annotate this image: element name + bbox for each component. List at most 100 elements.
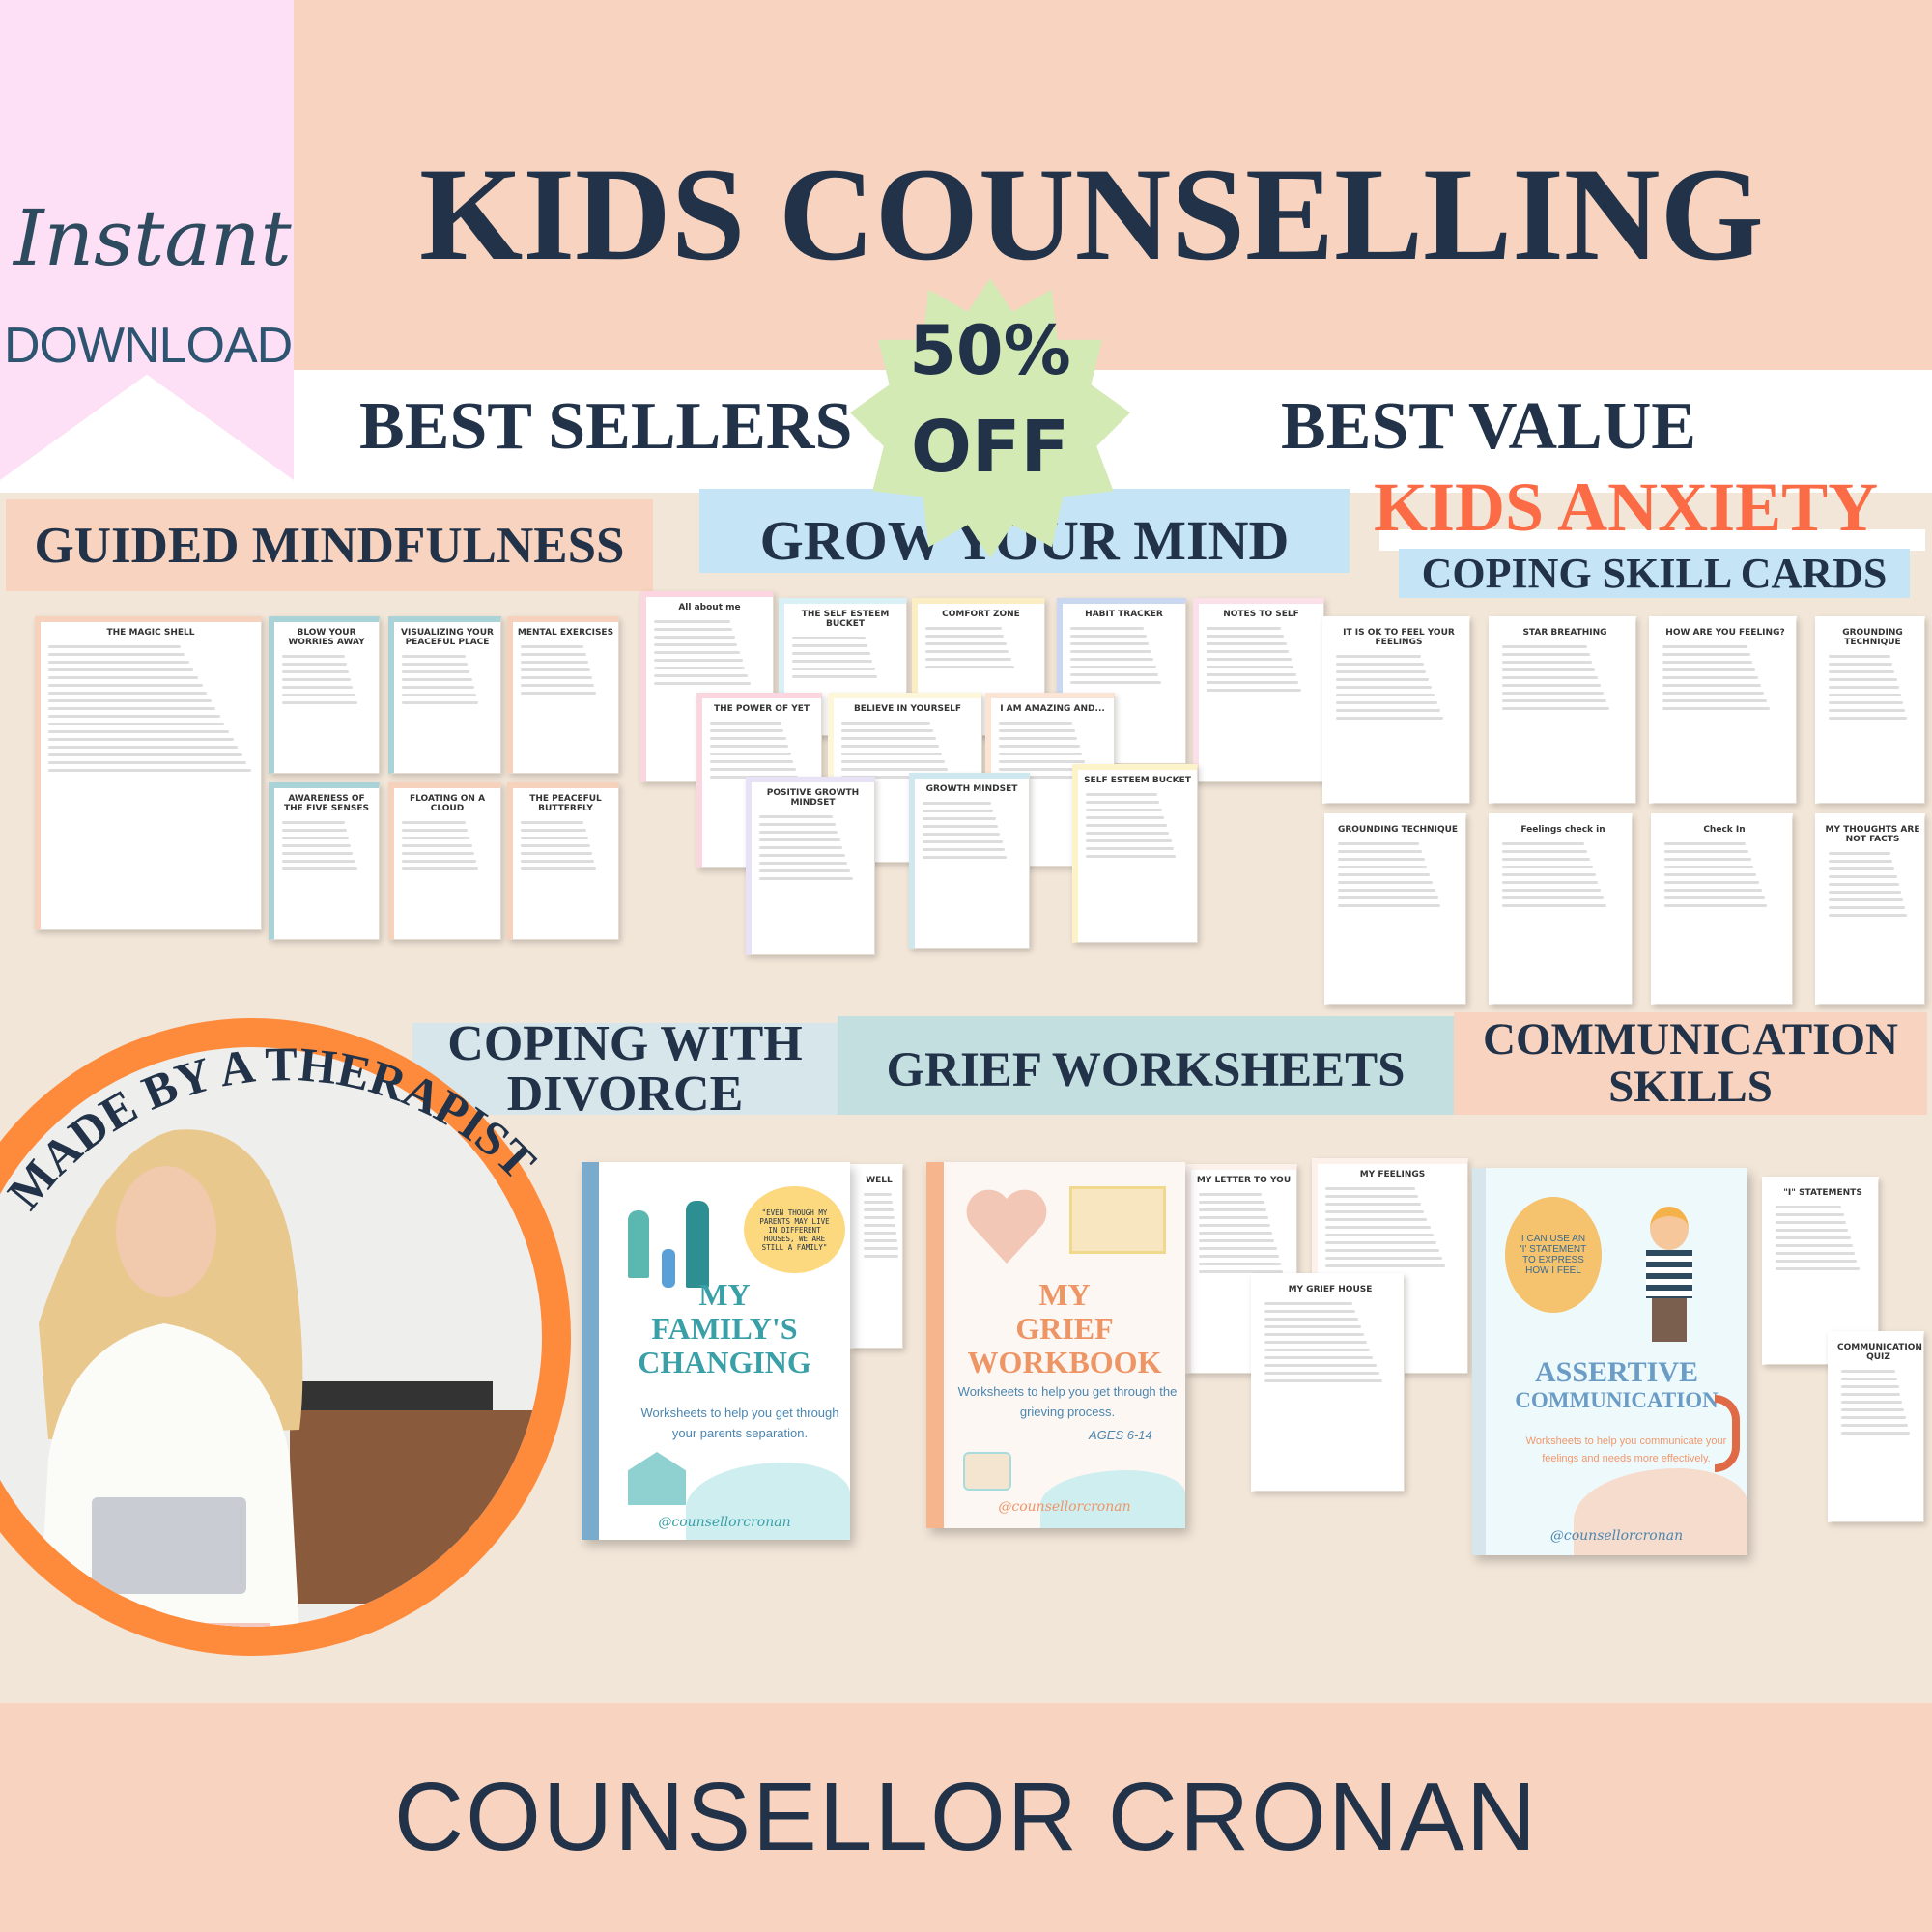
text-line [1829, 701, 1904, 704]
text-line [792, 660, 873, 663]
text-line [282, 663, 347, 666]
cover-handle: @counsellorcronan [998, 1499, 1131, 1515]
grief-worksheets-section[interactable]: GRIEF WORKSHEETS [838, 1016, 1454, 1115]
text-line [48, 715, 220, 718]
thumbnail-title: "I" STATEMENTS [1783, 1188, 1862, 1198]
thumbnail-growth-mindset[interactable]: GROWTH MINDSET [909, 773, 1030, 949]
text-line [1325, 1218, 1428, 1221]
text-line [864, 1201, 893, 1204]
text-line [1336, 717, 1443, 720]
text-line [1325, 1187, 1415, 1190]
kids-anxiety-heading[interactable]: KIDS ANXIETY [1374, 469, 1879, 546]
thumbnail-feelings-check-in[interactable]: Feelings check in [1489, 813, 1633, 1005]
cover-my-familys-changing[interactable]: "EVEN THOUGH MY PARENTS MAY LIVE IN DIFF… [582, 1162, 850, 1540]
text-line [521, 653, 586, 656]
text-line [999, 753, 1083, 755]
thumbnail-how-are-you-feeling[interactable]: HOW ARE YOU FEELING? [1649, 616, 1797, 804]
thumbnail-mental-exercises[interactable]: MENTAL EXERCISES [507, 616, 619, 774]
thumbnail-title: MY FEELINGS [1359, 1170, 1426, 1179]
thumbnail-the-peaceful-butterfly[interactable]: THE PEACEFUL BUTTERFLY [507, 782, 619, 940]
text-line [1338, 881, 1433, 884]
text-line [1662, 668, 1756, 671]
thumbnail-blow-your-worries-away[interactable]: BLOW YOUR WORRIES AWAY [269, 616, 380, 774]
text-line [521, 692, 597, 695]
text-line [710, 745, 789, 748]
thumbnail-well[interactable]: WELL [850, 1164, 903, 1349]
text-line [1829, 906, 1906, 909]
text-line [1207, 627, 1282, 630]
guided-mindfulness-section[interactable]: GUIDED MINDFULNESS [6, 499, 653, 591]
thumbnail-communication-quiz[interactable]: COMMUNICATION QUIZ [1828, 1331, 1924, 1522]
text-line [841, 768, 949, 771]
text-line [1264, 1302, 1353, 1305]
text-line [1664, 866, 1754, 868]
thumbnail-title: Feelings check in [1520, 825, 1605, 835]
text-line [402, 844, 472, 847]
thumbnail-grounding-technique[interactable]: GROUNDING TECHNIQUE [1815, 616, 1925, 804]
text-line [1325, 1234, 1434, 1236]
text-line [864, 1239, 897, 1242]
text-line [1662, 707, 1770, 710]
text-line [923, 856, 1008, 859]
text-line [402, 701, 479, 704]
coping-with-divorce-section[interactable]: COPING WITH DIVORCE [412, 1018, 838, 1119]
communication-skills-section[interactable]: COMMUNICATION SKILLS [1454, 1012, 1927, 1115]
thumbnail-visualizing-your-peaceful-place[interactable]: VISUALIZING YOUR PEACEFUL PLACE [388, 616, 501, 774]
thumbnail-positive-growth-mindset[interactable]: POSITIVE GROWTH MINDSET [746, 777, 875, 955]
text-line [1336, 670, 1427, 673]
thumbnail-title: HOW ARE YOU FEELING? [1665, 628, 1785, 638]
coping-skill-cards-section[interactable]: COPING SKILL CARDS [1399, 549, 1910, 598]
cover-assertive-communication[interactable]: I CAN USE AN 'I' STATEMENT TO EXPRESS HO… [1472, 1168, 1747, 1555]
thumbnail-title: THE MAGIC SHELL [106, 628, 195, 638]
thumbnail-grounding-technique[interactable]: GROUNDING TECHNIQUE [1324, 813, 1466, 1005]
text-line [1776, 1236, 1851, 1239]
text-line [1662, 645, 1747, 648]
text-line [759, 823, 836, 826]
text-line [864, 1216, 895, 1219]
text-line [48, 761, 247, 764]
thumbnail-star-breathing[interactable]: STAR BREATHING [1489, 616, 1636, 804]
text-line [1070, 650, 1151, 653]
text-line [792, 675, 878, 678]
text-line [1829, 852, 1891, 855]
thumbnail-check-in[interactable]: Check In [1651, 813, 1793, 1005]
quote-bubble: "EVEN THOUGH MY PARENTS MAY LIVE IN DIFF… [744, 1186, 845, 1273]
text-line [1325, 1241, 1436, 1244]
text-line [792, 652, 870, 655]
text-line [1502, 692, 1605, 695]
text-line [1264, 1349, 1371, 1351]
thumbnail-the-magic-shell[interactable]: THE MAGIC SHELL [35, 616, 262, 930]
text-line [1662, 661, 1753, 664]
thumbnail-my-grief-house[interactable]: MY GRIEF HOUSE [1251, 1273, 1405, 1492]
text-line [1502, 842, 1585, 845]
text-line [759, 831, 838, 834]
text-line [925, 658, 1012, 661]
text-line [923, 848, 1005, 851]
text-line [864, 1255, 899, 1258]
text-line [654, 651, 741, 654]
text-line [1776, 1252, 1856, 1255]
text-line [1199, 1270, 1284, 1273]
text-line [282, 686, 354, 689]
thumbnail-self-esteem-bucket[interactable]: SELF ESTEEM BUCKET [1072, 764, 1198, 943]
cover-handle: @counsellorcronan [658, 1515, 791, 1530]
text-line [1264, 1356, 1374, 1359]
thumbnail-it-is-ok-to-feel-your-feelings[interactable]: IT IS OK TO FEEL YOUR FEELINGS [1322, 616, 1470, 804]
text-line [1070, 635, 1147, 638]
text-line [1207, 673, 1296, 676]
thumbnail-awareness-of-the-five-senses[interactable]: AWARENESS OF THE FIVE SENSES [269, 782, 380, 940]
text-line [1086, 839, 1172, 842]
text-line [1502, 896, 1605, 899]
cover-my-grief-workbook[interactable]: MY GRIEF WORKBOOK Worksheets to help you g… [926, 1162, 1185, 1528]
text-line [1207, 666, 1294, 668]
text-line [521, 867, 597, 870]
text-line [1829, 717, 1908, 720]
thumbnail-notes-to-self[interactable]: NOTES TO SELF [1193, 598, 1324, 782]
thumbnail-floating-on-a-cloud[interactable]: FLOATING ON A CLOUD [388, 782, 501, 940]
thumbnail-my-thoughts-are-not-facts[interactable]: MY THOUGHTS ARE NOT FACTS [1815, 813, 1925, 1005]
text-line [521, 684, 595, 687]
text-line [1829, 655, 1891, 658]
text-line [841, 776, 952, 779]
ages-label: AGES 6-14 [1089, 1428, 1152, 1442]
text-line [841, 737, 936, 740]
